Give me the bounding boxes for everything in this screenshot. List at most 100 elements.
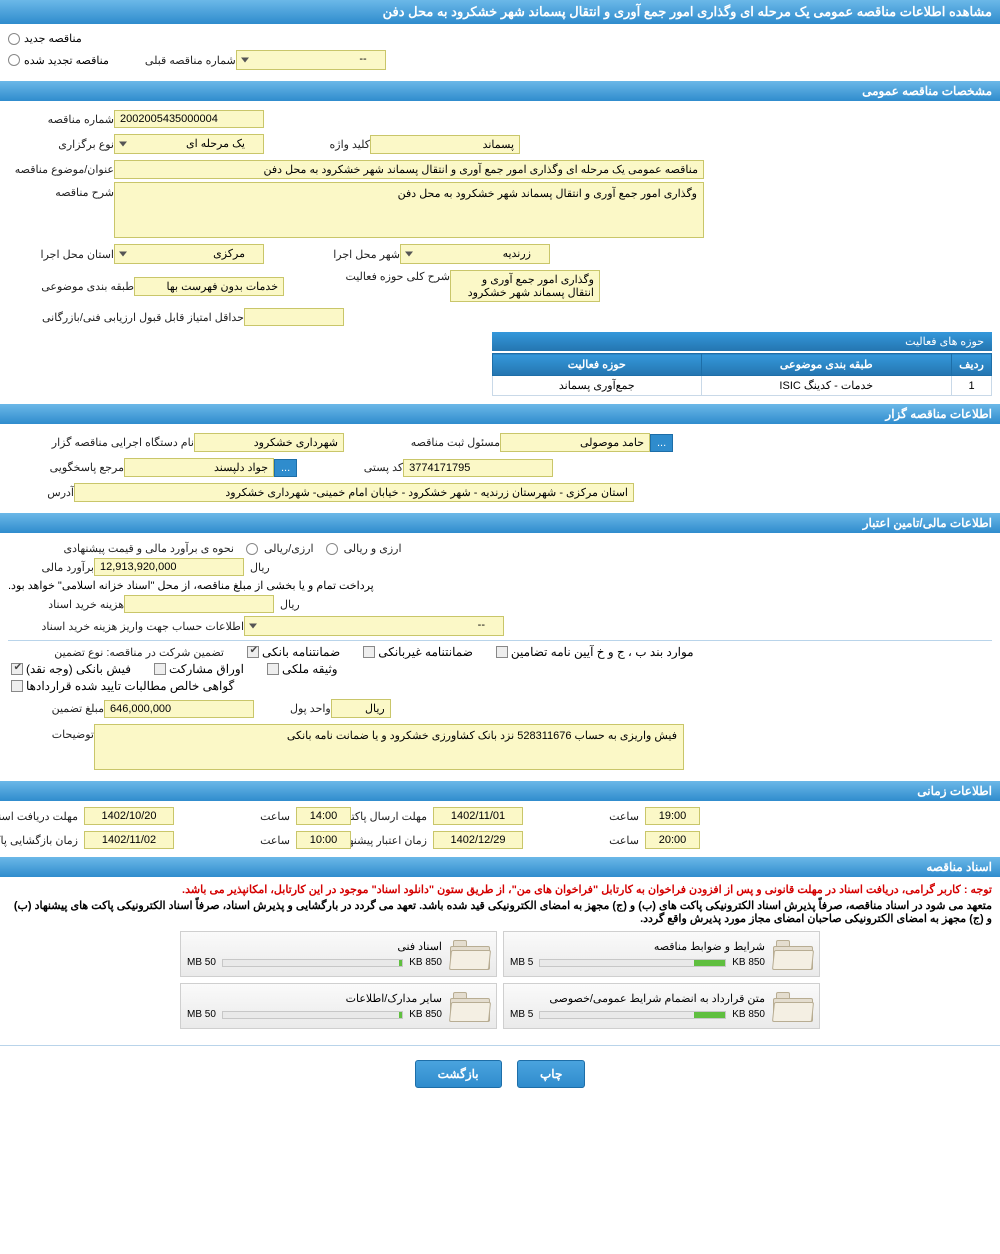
- print-button[interactable]: چاپ: [517, 1060, 585, 1088]
- city-select[interactable]: زرندیه: [400, 244, 550, 264]
- back-button[interactable]: بازگشت: [415, 1060, 502, 1088]
- rial-unit: ریال: [280, 598, 300, 611]
- desc-field: وگذاری امور جمع آوری و انتقال پسماند شهر…: [114, 182, 704, 238]
- subject-field: مناقصه عمومی یک مرحله ای وگذاری امور جمع…: [114, 160, 704, 179]
- progress-bar: [222, 959, 403, 967]
- guarantee-amount-label: مبلغ تضمین: [14, 702, 104, 715]
- prev-tender-select[interactable]: --: [236, 50, 386, 70]
- chk-bonds[interactable]: اوراق مشارکت: [151, 662, 244, 676]
- chk-label: ضمانتنامه غیربانکی: [378, 645, 473, 659]
- more-button[interactable]: ...: [650, 434, 673, 452]
- col-cat: طبقه بندی موضوعی: [701, 354, 951, 376]
- valid-date: 1402/12/29: [433, 831, 523, 849]
- bold-note: متعهد می شود در اسناد مناقصه، صرفاً پذیر…: [8, 899, 992, 925]
- contact-field: جواد دلپسند: [124, 458, 274, 477]
- chk-label: اوراق مشارکت: [169, 662, 244, 676]
- province-label: استان محل اجرا: [14, 248, 114, 261]
- doc-cost-field: [124, 595, 274, 613]
- currency-label: واحد پول: [290, 702, 331, 715]
- progress-bar: [539, 1011, 726, 1019]
- radio-dot-icon: [8, 33, 20, 45]
- radio-label: مناقصه جدید: [24, 32, 82, 45]
- chk-bank[interactable]: ضمانتنامه بانکی: [244, 645, 340, 659]
- chk-cash[interactable]: فیش بانکی (وجه نقد): [8, 662, 131, 676]
- valid-time: 20:00: [645, 831, 700, 849]
- time-label: ساعت: [186, 834, 290, 847]
- chk-cert[interactable]: گواهی خالص مطالبات تایید شده قراردادها: [8, 679, 234, 693]
- min-score-field: [244, 308, 344, 326]
- address-field: استان مرکزی - شهرستان زرندیه - شهر خشکرو…: [74, 483, 634, 502]
- province-select[interactable]: مرکزی: [114, 244, 264, 264]
- table-row: 1 خدمات - کدینگ ISIC جمع‌آوری پسماند: [493, 376, 992, 396]
- type-select[interactable]: یک مرحله ای: [114, 134, 264, 154]
- keyword-label: کلید واژه: [300, 138, 370, 151]
- account-label: اطلاعات حساب جهت واریز هزینه خرید اسناد: [14, 620, 244, 633]
- treasury-note: پرداخت تمام و یا بخشی از مبلغ مناقصه، از…: [8, 579, 374, 592]
- radio-dot-icon[interactable]: [246, 543, 258, 555]
- activity-table: ردیف طبقه بندی موضوعی حوزه فعالیت 1 خدما…: [492, 353, 992, 396]
- doc-title: اسناد فنی: [187, 940, 442, 953]
- postal-field: 3774171795: [403, 459, 553, 477]
- cell-cat: خدمات - کدینگ ISIC: [701, 376, 951, 396]
- chk-nonbank[interactable]: ضمانتنامه غیربانکی: [360, 645, 473, 659]
- estimate-label: برآورد مالی: [14, 561, 94, 574]
- org-name-label: نام دستگاه اجرایی مناقصه گزار: [14, 436, 194, 449]
- receive-label: مهلت دریافت اسناد: [0, 810, 78, 823]
- postal-label: کد پستی: [333, 461, 403, 474]
- tender-number-label: شماره مناقصه: [14, 113, 114, 126]
- chk-label: ضمانتنامه بانکی: [262, 645, 340, 659]
- reg-person-field: حامد موصولی: [500, 433, 650, 452]
- reg-person-label: مسئول ثبت مناقصه: [380, 436, 500, 449]
- doc-cost-label: هزینه خرید اسناد: [14, 598, 124, 611]
- radio-new-tender[interactable]: مناقصه جدید: [8, 32, 992, 45]
- doc-file-box[interactable]: شرایط و ضوابط مناقصه850 KB5 MB: [503, 931, 820, 977]
- doc-used: 850 KB: [732, 1009, 765, 1020]
- chk-label: گواهی خالص مطالبات تایید شده قراردادها: [26, 679, 234, 693]
- chk-label: موارد بند ب ، ج و خ آیین نامه تضامین: [511, 645, 694, 659]
- prev-tender-label: شماره مناقصه قبلی: [145, 54, 236, 67]
- finance-opt2: ارزی و ریالی: [344, 542, 402, 555]
- section-finance: اطلاعات مالی/تامین اعتبار: [0, 513, 1000, 533]
- radio-renewed-tender[interactable]: مناقصه تجدید شده: [8, 54, 109, 67]
- keyword-field: پسماند: [370, 135, 520, 154]
- rial-unit: ریال: [250, 561, 270, 574]
- guarantee-label: تضمین شرکت در مناقصه: نوع تضمین: [14, 646, 224, 659]
- doc-used: 850 KB: [732, 957, 765, 968]
- notes-label: توضیحات: [14, 724, 94, 741]
- radio-dot-icon[interactable]: [326, 543, 338, 555]
- section-timing: اطلاعات زمانی: [0, 781, 1000, 801]
- doc-file-box[interactable]: اسناد فنی850 KB50 MB: [180, 931, 497, 977]
- red-warning: توجه : کاربر گرامی، دریافت اسناد در مهلت…: [8, 883, 992, 896]
- desc-label: شرح مناقصه: [14, 182, 114, 199]
- time-label: ساعت: [186, 810, 290, 823]
- doc-cap: 50 MB: [187, 957, 216, 968]
- progress-bar: [539, 959, 726, 967]
- estimate-field: 12,913,920,000: [94, 558, 244, 576]
- doc-cap: 5 MB: [510, 1009, 533, 1020]
- folder-icon: [450, 990, 490, 1022]
- open-date: 1402/11/02: [84, 831, 174, 849]
- org-name-field: شهرداری خشکرود: [194, 433, 344, 452]
- folder-icon: [450, 938, 490, 970]
- send-date: 1402/11/01: [433, 807, 523, 825]
- cell-scope: جمع‌آوری پسماند: [493, 376, 702, 396]
- doc-file-box[interactable]: متن قرارداد به انضمام شرایط عمومی/خصوصی8…: [503, 983, 820, 1029]
- doc-file-box[interactable]: سایر مدارک/اطلاعات850 KB50 MB: [180, 983, 497, 1029]
- account-select[interactable]: --: [244, 616, 504, 636]
- chk-property[interactable]: وثیقه ملکی: [264, 662, 338, 676]
- doc-title: شرایط و ضوابط مناقصه: [510, 940, 765, 953]
- col-row: ردیف: [952, 354, 992, 376]
- section-documents: اسناد مناقصه: [0, 857, 1000, 877]
- city-label: شهر محل اجرا: [300, 248, 400, 261]
- more-button[interactable]: ...: [274, 459, 297, 477]
- open-label: زمان بازگشایی پاکت ها: [0, 834, 78, 847]
- chk-label: فیش بانکی (وجه نقد): [26, 662, 131, 676]
- tender-number-field: 2002005435000004: [114, 110, 264, 128]
- section-general: مشخصات مناقصه عمومی: [0, 81, 1000, 101]
- chk-ayin[interactable]: موارد بند ب ، ج و خ آیین نامه تضامین: [493, 645, 694, 659]
- guarantee-amount-field: 646,000,000: [104, 700, 254, 718]
- min-score-label: حداقل امتیاز قابل قبول ارزیابی فنی/بازرگ…: [14, 311, 244, 324]
- doc-title: سایر مدارک/اطلاعات: [187, 992, 442, 1005]
- currency-field: ریال: [331, 699, 391, 718]
- doc-used: 850 KB: [409, 1009, 442, 1020]
